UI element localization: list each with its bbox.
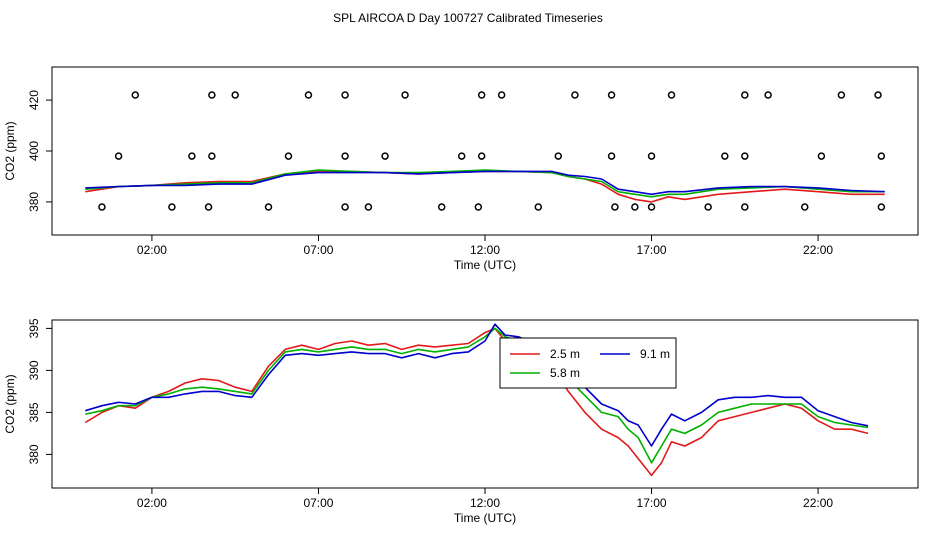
outlier-point [401,91,409,99]
x-tick-label: 02:00 [137,243,167,257]
outlier-point [877,203,886,211]
series-line-blue [85,170,885,196]
figure-title: SPL AIRCOA D Day 100727 Calibrated Times… [333,11,603,25]
outlier-point [264,203,273,211]
outlier-point [554,152,563,160]
outlier-point [208,152,216,160]
x-axis-label: Time (UTC) [454,258,516,272]
x-tick-label: 17:00 [637,243,667,257]
outlier-point [168,203,176,211]
outlier-point [98,203,106,211]
outlier-point [474,203,483,211]
outlier-point [607,91,616,99]
bottom-panel-co2-by-height: 02:00 07:00 12:00 17:00 22:00 Time (UTC) 380 38… [3,318,919,525]
y-tick-label: 395 [27,318,41,338]
outlier-point [437,203,446,211]
outlier-point [647,203,656,211]
x-tick-label: 02:00 [137,496,167,510]
outlier-point [611,203,619,211]
outlier-point [131,91,140,99]
outlier-point [304,91,313,99]
outlier-point [341,91,349,99]
legend-label: 2.5 m [550,347,580,361]
x-tick-label: 12:00 [470,496,500,510]
y-axis-label: CO2 (ppm) [3,374,17,433]
outlier-point [801,203,809,211]
outlier-point [364,203,373,211]
outlier-point [817,152,826,160]
x-tick-label: 22:00 [803,243,833,257]
outlier-point [477,152,486,160]
y-tick-label: 400 [27,141,41,161]
plot-area [85,91,886,211]
outlier-point [231,91,239,99]
series-line-red [84,327,869,477]
legend: 2.5 m 9.1 m 5.8 m [499,337,677,389]
outlier-point [497,91,506,99]
outlier-point [204,203,213,211]
series-line-blue [85,323,869,447]
outlier-point [877,152,886,160]
x-tick-label: 12:00 [470,243,500,257]
x-tick-label: 07:00 [303,496,333,510]
outlier-point [477,91,486,99]
outlier-point [741,91,749,99]
outlier-point [534,203,543,211]
x-axis-label: Time (UTC) [454,511,516,525]
outlier-point [284,152,293,160]
outlier-point [114,152,123,160]
y-axis-label: CO2 (ppm) [3,121,17,180]
series-line-green [85,327,869,464]
y-tick-label: 385 [27,402,41,422]
y-tick-label: 420 [27,90,41,110]
series-line-green [85,169,885,198]
outlier-point [457,152,466,160]
outlier-point [667,91,676,99]
legend-label: 9.1 m [640,347,670,361]
plot-frame [51,66,919,236]
outlier-point [341,152,349,160]
outlier-point [741,152,749,160]
top-panel-co2-with-outliers: 02:00 07:00 12:00 17:00 22:00 Time (UTC) 380 40… [3,66,919,272]
plot-area [84,323,869,477]
outlier-point [571,91,579,99]
outlier-point [188,152,196,160]
outlier-point [208,91,216,99]
outlier-point [704,203,712,211]
outlier-point [741,203,749,211]
outlier-point [837,91,846,99]
y-tick-label: 380 [27,192,41,212]
outlier-point [607,152,616,160]
x-tick-label: 22:00 [803,496,833,510]
outlier-point [341,203,349,211]
y-tick-label: 380 [27,444,41,464]
outlier-point [381,152,389,160]
x-tick-label: 07:00 [303,243,333,257]
outlier-point [874,91,882,99]
outlier-point [631,203,639,211]
outlier-point [721,152,729,160]
y-tick-label: 390 [27,360,41,380]
legend-box [499,337,677,389]
outlier-point [647,152,656,160]
x-tick-label: 17:00 [637,496,667,510]
outlier-point [764,91,772,99]
legend-label: 5.8 m [550,366,580,380]
